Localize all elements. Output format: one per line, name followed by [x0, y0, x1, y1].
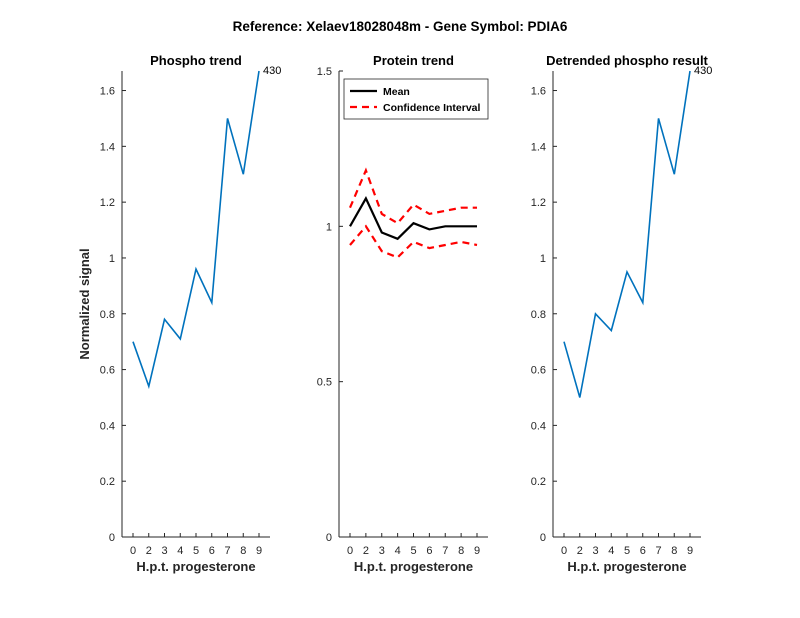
y-tick-label: 0 — [540, 532, 546, 544]
y-tick-label: 0 — [109, 532, 115, 544]
x-tick-label: 5 — [193, 545, 199, 557]
x-tick-label: 0 — [130, 545, 136, 557]
panel-3: 00.20.40.60.811.21.41.60 2 3 4 5 6 7 8 9Detrende… — [531, 53, 713, 574]
point-annotation: 430 — [694, 65, 712, 77]
figure-suptitle: Reference: Xelaev18028048m - Gene Symbol… — [233, 19, 568, 34]
y-tick-label: 0.5 — [317, 377, 332, 389]
x-tick-label: 4 — [395, 545, 401, 557]
x-tick-label: 0 — [561, 545, 567, 557]
x-tick-label: 6 — [209, 545, 215, 557]
y-tick-label: 0.2 — [100, 476, 115, 488]
x-tick-label: 2 — [363, 545, 369, 557]
x-tick-label: 4 — [608, 545, 614, 557]
y-tick-label: 1.2 — [531, 197, 546, 209]
y-tick-label: 1.4 — [531, 141, 546, 153]
y-tick-label: 1.6 — [100, 86, 115, 98]
x-tick-label: 2 — [146, 545, 152, 557]
panel-1: 00.20.40.60.811.21.41.60 2 3 4 5 6 7 8 9Phospho … — [77, 53, 281, 574]
x-tick-label: 3 — [379, 545, 385, 557]
panel-title: Detrended phospho result — [546, 53, 708, 68]
x-tick-label: 7 — [655, 545, 661, 557]
y-tick-label: 0.8 — [100, 309, 115, 321]
y-tick-label: 1.2 — [100, 197, 115, 209]
x-tick-label: 9 — [474, 545, 480, 557]
x-tick-label: 8 — [240, 545, 246, 557]
y-axis-label: Normalized signal — [77, 248, 92, 359]
x-tick-label: 5 — [624, 545, 630, 557]
x-tick-label: 9 — [687, 545, 693, 557]
x-tick-label: 7 — [224, 545, 230, 557]
x-axis-label: H.p.t. progesterone — [354, 559, 473, 574]
y-tick-label: 0.2 — [531, 476, 546, 488]
panel-title: Phospho trend — [150, 53, 242, 68]
legend-label: Confidence Interval — [383, 102, 481, 114]
x-tick-label: 8 — [458, 545, 464, 557]
y-tick-label: 1 — [109, 253, 115, 265]
y-tick-label: 0.4 — [100, 420, 115, 432]
series-line-series-1 — [563, 70, 691, 398]
panel-title: Protein trend — [373, 53, 454, 68]
legend-label: Mean — [383, 86, 410, 98]
x-tick-label: 6 — [640, 545, 646, 557]
series-line-series-1 — [132, 70, 260, 390]
x-tick-label: 3 — [592, 545, 598, 557]
x-tick-label: 9 — [256, 545, 262, 557]
point-annotation: 430 — [263, 65, 281, 77]
x-tick-label: 5 — [410, 545, 416, 557]
x-axis-label: H.p.t. progesterone — [136, 559, 255, 574]
panels: 00.20.40.60.811.21.41.60 2 3 4 5 6 7 8 9Phospho … — [77, 53, 712, 574]
x-tick-label: 4 — [177, 545, 183, 557]
y-tick-label: 0 — [326, 532, 332, 544]
y-tick-label: 0.6 — [100, 365, 115, 377]
x-tick-label: 8 — [671, 545, 677, 557]
y-tick-label: 0.4 — [531, 420, 546, 432]
y-tick-label: 1 — [540, 253, 546, 265]
y-tick-label: 1.4 — [100, 141, 115, 153]
x-tick-label: 2 — [577, 545, 583, 557]
y-tick-label: 0.8 — [531, 309, 546, 321]
x-tick-label: 6 — [426, 545, 432, 557]
legend-box — [343, 78, 489, 120]
x-tick-label: 0 — [347, 545, 353, 557]
series-line-series-3 — [349, 224, 478, 259]
x-axis-label: H.p.t. progesterone — [567, 559, 686, 574]
series-line-mean — [349, 196, 477, 241]
y-tick-label: 0.6 — [531, 365, 546, 377]
y-tick-label: 1 — [326, 221, 332, 233]
x-tick-label: 7 — [442, 545, 448, 557]
x-tick-label: 3 — [161, 545, 167, 557]
y-tick-label: 1.5 — [317, 66, 332, 78]
legend: Mean Confidence Interval — [343, 78, 489, 120]
y-tick-label: 1.6 — [531, 86, 546, 98]
